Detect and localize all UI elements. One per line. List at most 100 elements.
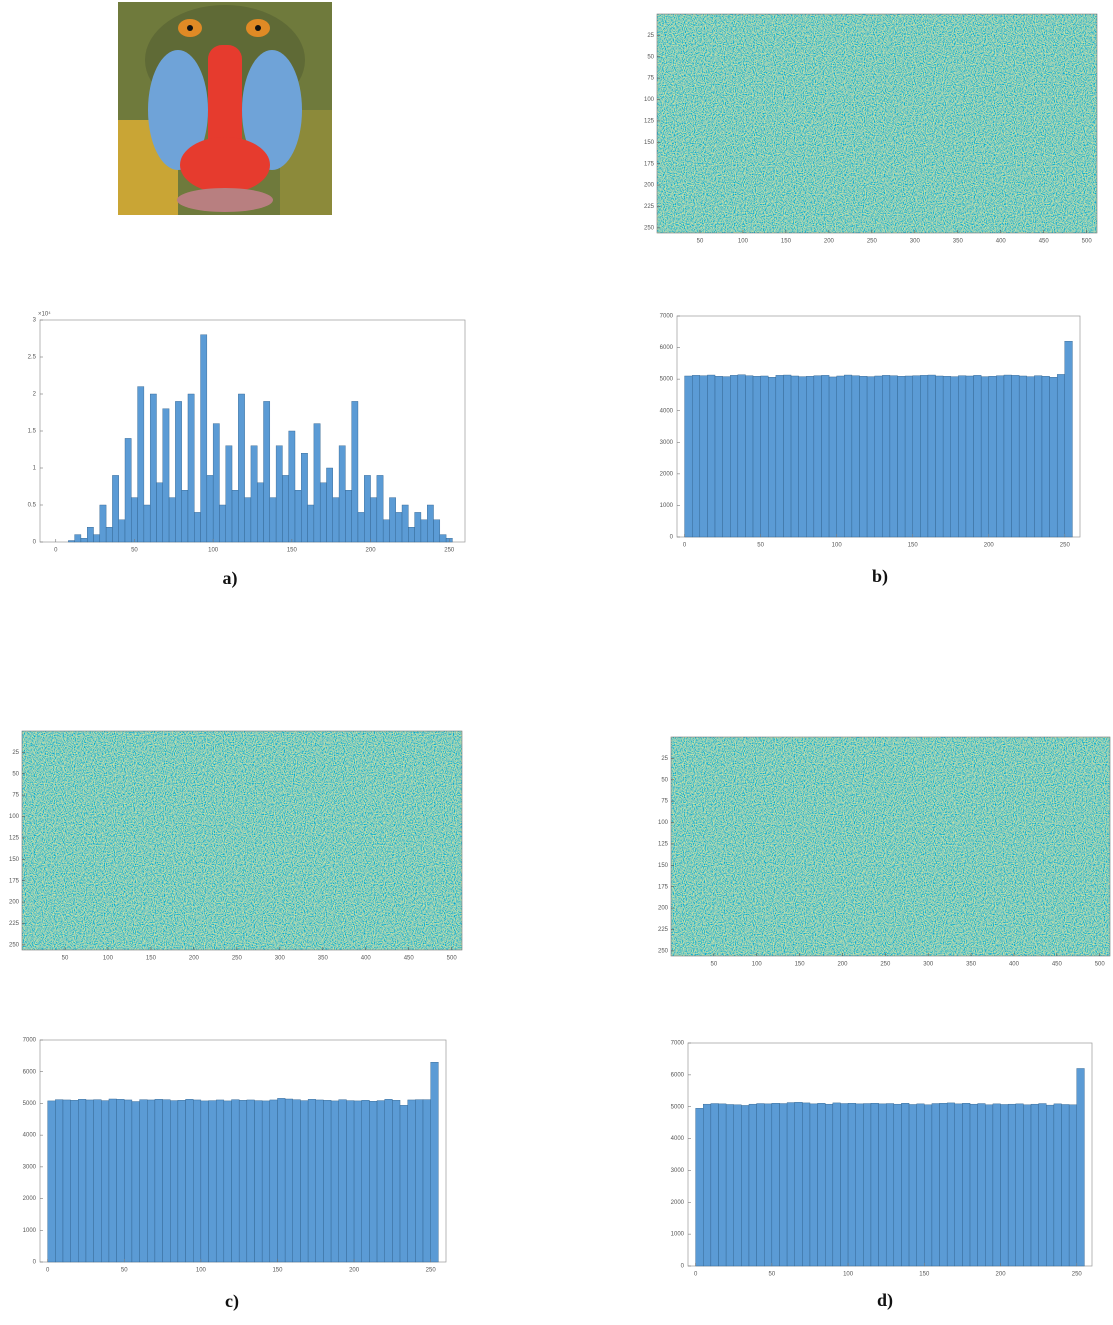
bar xyxy=(924,1105,932,1266)
bar xyxy=(377,475,383,542)
cipher-image xyxy=(657,14,1097,233)
bar xyxy=(951,377,959,537)
bar xyxy=(106,527,112,542)
x-tick-label: 150 xyxy=(287,548,298,554)
y-tick-label: 100 xyxy=(658,820,669,826)
x-tick-label: 100 xyxy=(752,962,763,968)
bar xyxy=(170,1101,178,1262)
bar xyxy=(285,1099,293,1262)
bar xyxy=(125,438,131,542)
bar xyxy=(1027,377,1035,537)
bar xyxy=(821,375,829,537)
bar xyxy=(87,527,93,542)
bar xyxy=(331,1101,339,1262)
bar xyxy=(996,376,1004,537)
y-tick-label: 6000 xyxy=(660,345,674,351)
bar xyxy=(993,1104,1001,1266)
bar xyxy=(131,498,137,542)
x-tick-label: 450 xyxy=(1039,239,1050,245)
x-tick-label: 250 xyxy=(867,239,878,245)
bar xyxy=(213,424,219,542)
y-tick-label: 25 xyxy=(12,750,19,756)
bar xyxy=(917,1104,925,1266)
bar xyxy=(936,376,944,537)
bar xyxy=(295,490,301,542)
bar xyxy=(201,1101,209,1262)
bar xyxy=(178,1100,186,1262)
bar xyxy=(245,498,251,542)
bar xyxy=(232,490,238,542)
x-tick-label: 500 xyxy=(1095,962,1106,968)
x-tick-label: 50 xyxy=(769,1272,776,1278)
bar xyxy=(783,375,791,537)
bar xyxy=(124,1100,132,1262)
bar xyxy=(974,375,982,537)
x-tick-label: 150 xyxy=(146,956,157,962)
y-tick-label: 250 xyxy=(9,942,20,948)
bar xyxy=(371,498,377,542)
bar xyxy=(787,1103,795,1266)
figure: a)b)c)d)50100150200250300350400450500255… xyxy=(0,0,1113,1320)
x-tick-label: 500 xyxy=(447,956,458,962)
x-tick-label: 500 xyxy=(1082,239,1093,245)
bar xyxy=(86,1100,94,1262)
bar xyxy=(119,520,125,542)
bar xyxy=(738,375,746,537)
bar xyxy=(905,376,913,537)
bar xyxy=(150,394,156,542)
bar xyxy=(1001,1104,1009,1266)
x-tick-label: 100 xyxy=(843,1272,854,1278)
bar xyxy=(1050,377,1058,537)
bar xyxy=(776,375,784,537)
bar xyxy=(333,498,339,542)
y-tick-label: 6000 xyxy=(23,1069,37,1075)
x-tick-label: 150 xyxy=(919,1272,930,1278)
bar xyxy=(981,377,989,537)
bar xyxy=(692,375,700,537)
bar xyxy=(856,1104,864,1266)
y-tick-label: 1000 xyxy=(671,1232,685,1238)
bar xyxy=(920,375,928,537)
bar xyxy=(700,376,708,537)
bar xyxy=(943,376,951,537)
bar xyxy=(745,376,753,537)
bar xyxy=(852,376,860,537)
bar xyxy=(194,512,200,542)
bar xyxy=(844,375,852,537)
y-tick-label: 2.5 xyxy=(28,355,37,361)
panel-label: b) xyxy=(872,566,888,587)
bar xyxy=(392,1100,400,1262)
bar xyxy=(219,505,225,542)
x-tick-label: 100 xyxy=(208,548,219,554)
y-tick-label: 1000 xyxy=(23,1228,37,1234)
bar xyxy=(871,1103,879,1266)
x-tick-label: 250 xyxy=(880,962,891,968)
bar xyxy=(209,1101,217,1262)
y-tick-label: 5000 xyxy=(23,1101,37,1107)
y-tick-label: 100 xyxy=(9,814,20,820)
bar xyxy=(163,1100,171,1262)
bar xyxy=(875,376,883,537)
bar xyxy=(837,376,845,537)
bar xyxy=(840,1104,848,1266)
bar xyxy=(761,376,769,537)
y-tick-label: 2 xyxy=(33,392,37,398)
y-tick-label: 125 xyxy=(9,836,20,842)
bar xyxy=(314,424,320,542)
y-tick-label: 50 xyxy=(12,771,19,777)
bar xyxy=(308,505,314,542)
bar xyxy=(795,1102,803,1266)
bar xyxy=(711,1104,719,1266)
bar xyxy=(421,520,427,542)
bar xyxy=(863,1104,871,1266)
bar xyxy=(71,1100,79,1262)
bar xyxy=(188,394,194,542)
y-tick-label: 7000 xyxy=(671,1041,685,1047)
bar xyxy=(909,1104,917,1266)
bar xyxy=(339,1100,347,1262)
y-tick-label: 7000 xyxy=(660,314,674,320)
x-tick-label: 250 xyxy=(1060,543,1071,549)
bar xyxy=(224,1101,232,1262)
x-tick-label: 100 xyxy=(832,543,843,549)
y-tick-label: 175 xyxy=(644,161,655,167)
